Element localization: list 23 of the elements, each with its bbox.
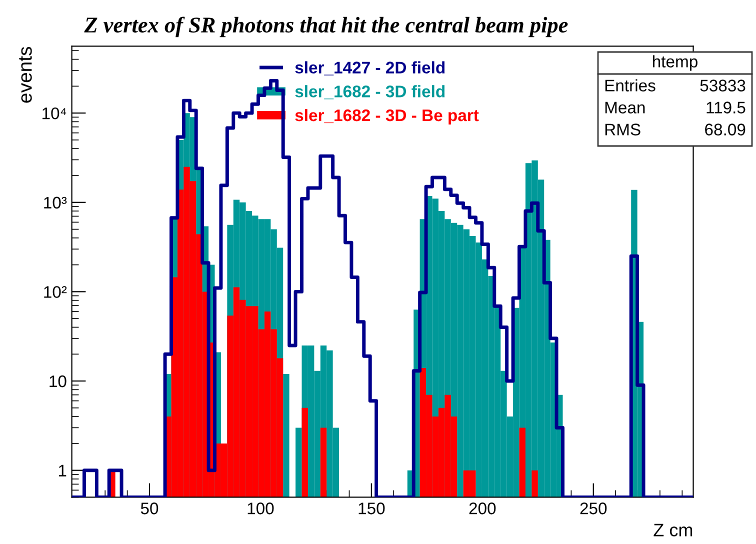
legend-label: sler_1682 - 3D - Be part: [295, 108, 479, 125]
x-tick-label: 50: [140, 502, 158, 514]
y-axis-title: events: [19, 46, 32, 103]
x-tick-label: 100: [248, 502, 274, 514]
annotation: RMS: [605, 124, 640, 136]
legend-label: sler_1427 - 2D field: [295, 61, 445, 76]
chart-title: Z vertex of SR photons that hit the central beam pipe: [84, 16, 568, 38]
x-axis-title: Z cm: [654, 524, 692, 536]
annotation: htemp: [652, 55, 698, 71]
x-tick-label: 250: [580, 502, 607, 514]
text: 68.09: [705, 124, 746, 136]
y-tick-label: 1: [58, 464, 66, 476]
x-tick-label: 200: [469, 502, 496, 514]
annotation: Mean: [605, 102, 645, 114]
annotation: Entries: [605, 79, 656, 92]
y-tick-label: 10³: [44, 196, 67, 209]
legend-label: sler_1682 - 3D field: [295, 85, 445, 100]
x-tick-label: 150: [358, 502, 385, 514]
text: 119.5: [706, 102, 746, 114]
y-tick-label: 10: [50, 375, 66, 388]
y-tick-label: 10⁴: [42, 107, 66, 120]
text: 53833: [700, 80, 746, 92]
y-tick-label: 10²: [44, 286, 67, 298]
